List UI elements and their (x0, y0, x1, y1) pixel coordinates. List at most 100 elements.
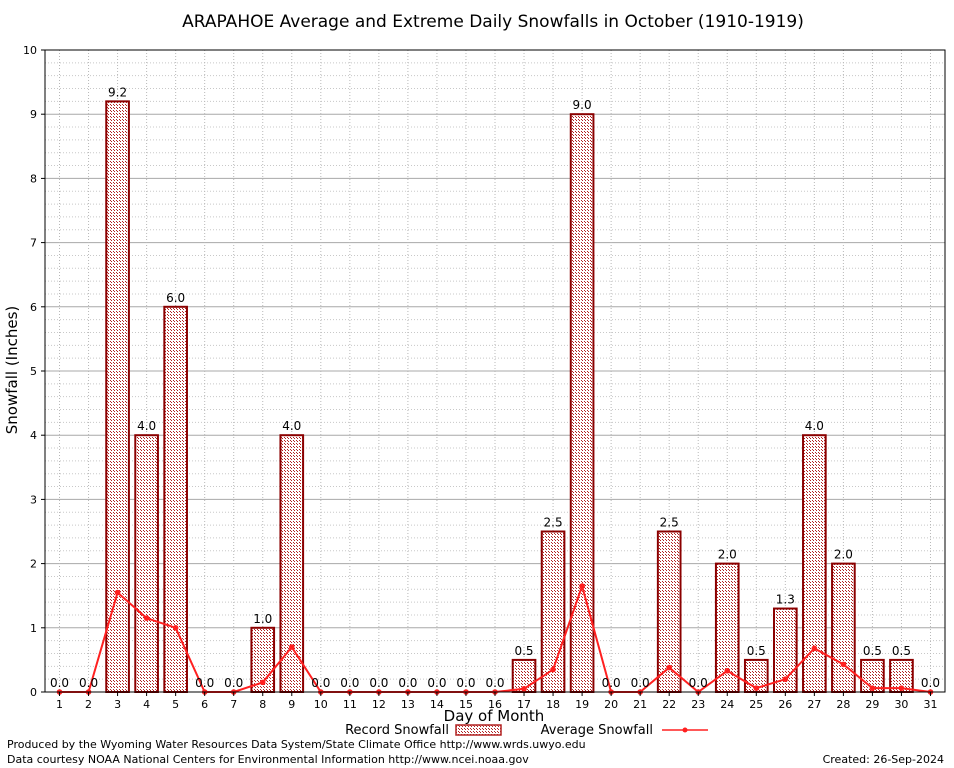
data-label-day-1: 0.0 (50, 676, 69, 690)
average-point-day-17 (521, 685, 527, 692)
average-point-day-3 (114, 589, 121, 596)
data-label-day-10: 0.0 (311, 676, 330, 690)
average-point-day-22 (666, 664, 672, 671)
x-tick-label: 31 (923, 698, 937, 711)
average-point-day-18 (550, 666, 556, 673)
x-tick-label: 6 (201, 698, 208, 711)
x-tick-label: 10 (314, 698, 328, 711)
data-label-day-29: 0.5 (863, 644, 882, 658)
y-tick-label: 5 (30, 365, 37, 378)
x-tick-label: 19 (575, 698, 589, 711)
y-tick-label: 10 (23, 44, 37, 57)
y-tick-label: 3 (30, 493, 37, 506)
record-bar-day-9 (279, 434, 305, 693)
x-tick-label: 15 (459, 698, 473, 711)
data-label-day-31: 0.0 (921, 676, 940, 690)
data-label-day-23: 0.0 (689, 676, 708, 690)
data-label-day-22: 2.5 (660, 516, 679, 530)
data-label-day-9: 4.0 (282, 419, 301, 433)
data-label-day-26: 1.3 (776, 593, 795, 607)
data-label-day-28: 2.0 (834, 548, 853, 562)
data-label-day-2: 0.0 (79, 676, 98, 690)
average-point-day-5 (172, 625, 179, 631)
x-tick-label: 8 (259, 698, 266, 711)
y-axis-label: Snowfall (Inches) (3, 306, 21, 434)
y-tick-label: 2 (30, 558, 37, 571)
average-point-day-24 (724, 668, 731, 674)
record-bar-day-5 (163, 305, 188, 693)
legend: Record Snowfall Average Snowfall (345, 723, 708, 738)
average-point-day-19 (579, 583, 585, 589)
average-point-day-8 (259, 679, 266, 686)
x-tick-label: 25 (749, 698, 763, 711)
y-tick-label: 0 (30, 686, 37, 699)
chart-title: ARAPAHOE Average and Extreme Daily Snowf… (182, 12, 804, 32)
average-point-day-26 (782, 676, 789, 682)
record-bar-day-28 (831, 562, 856, 693)
data-label-day-17: 0.5 (514, 644, 533, 658)
legend-label-average: Average Snowfall (541, 723, 653, 738)
data-label-day-20: 0.0 (602, 676, 621, 690)
average-point-day-25 (753, 685, 760, 691)
y-tick-label: 4 (30, 429, 37, 442)
data-label-day-18: 2.5 (544, 516, 563, 530)
x-tick-label: 11 (343, 698, 357, 711)
y-tick-label: 7 (30, 237, 37, 250)
data-labels: 0.0 0.0 9.2 4.0 6.0 0.0 0.0 1.0 4.0 0.0 0.0 0.0 0.0 0… (50, 85, 940, 690)
data-label-day-6: 0.0 (195, 676, 214, 690)
average-point-day-4 (143, 615, 150, 621)
record-bar-day-3 (105, 100, 130, 694)
record-bar-day-19 (569, 113, 595, 693)
x-tick-label: 2 (85, 698, 92, 711)
data-label-day-24: 2.0 (718, 548, 737, 562)
x-tick-label: 23 (691, 698, 705, 711)
y-tick-label: 9 (30, 108, 37, 121)
average-point-day-9 (288, 644, 295, 650)
x-tick-label: 14 (430, 698, 444, 711)
data-label-day-3: 9.2 (108, 85, 127, 99)
y-tick-label: 1 (30, 622, 37, 635)
data-label-day-4: 4.0 (137, 419, 156, 433)
x-tick-label: 3 (114, 698, 121, 711)
x-tick-label: 24 (720, 698, 734, 711)
data-label-day-16: 0.0 (485, 676, 504, 690)
data-label-day-27: 4.0 (805, 419, 824, 433)
x-tick-label: 29 (865, 698, 879, 711)
x-tick-label: 12 (372, 698, 386, 711)
data-label-day-7: 0.0 (224, 676, 243, 690)
x-tick-label: 5 (172, 698, 179, 711)
x-tick-label: 9 (288, 698, 295, 711)
footer-created: Created: 26-Sep-2024 (822, 753, 944, 766)
data-label-day-11: 0.0 (340, 676, 359, 690)
x-tick-label: 26 (778, 698, 792, 711)
x-tick-label: 22 (662, 698, 676, 711)
average-point-day-27 (811, 645, 818, 652)
data-label-day-13: 0.0 (398, 676, 417, 690)
legend-swatch-record (455, 724, 502, 736)
data-label-day-12: 0.0 (369, 676, 388, 690)
data-label-day-5: 6.0 (166, 291, 185, 305)
bars (105, 100, 914, 694)
data-label-day-25: 0.5 (747, 644, 766, 658)
grid (45, 49, 945, 693)
x-tick-label: 16 (488, 698, 502, 711)
x-tick-label: 30 (894, 698, 908, 711)
legend-marker-average (682, 727, 688, 733)
x-tick-label: 28 (836, 698, 850, 711)
x-tick-label: 17 (517, 698, 531, 711)
data-label-day-15: 0.0 (456, 676, 475, 690)
data-label-day-14: 0.0 (427, 676, 446, 690)
data-label-day-30: 0.5 (892, 644, 911, 658)
average-point-day-29 (869, 685, 876, 691)
data-label-day-21: 0.0 (631, 676, 650, 690)
data-label-day-19: 9.0 (573, 98, 592, 112)
x-tick-label: 21 (633, 698, 647, 711)
x-axis-label: Day of Month (444, 707, 545, 725)
y-tick-label: 8 (30, 172, 37, 185)
legend-label-record: Record Snowfall (345, 723, 449, 738)
average-point-day-30 (898, 685, 905, 691)
data-label-day-8: 1.0 (253, 612, 272, 626)
record-bar-day-4 (134, 434, 159, 693)
